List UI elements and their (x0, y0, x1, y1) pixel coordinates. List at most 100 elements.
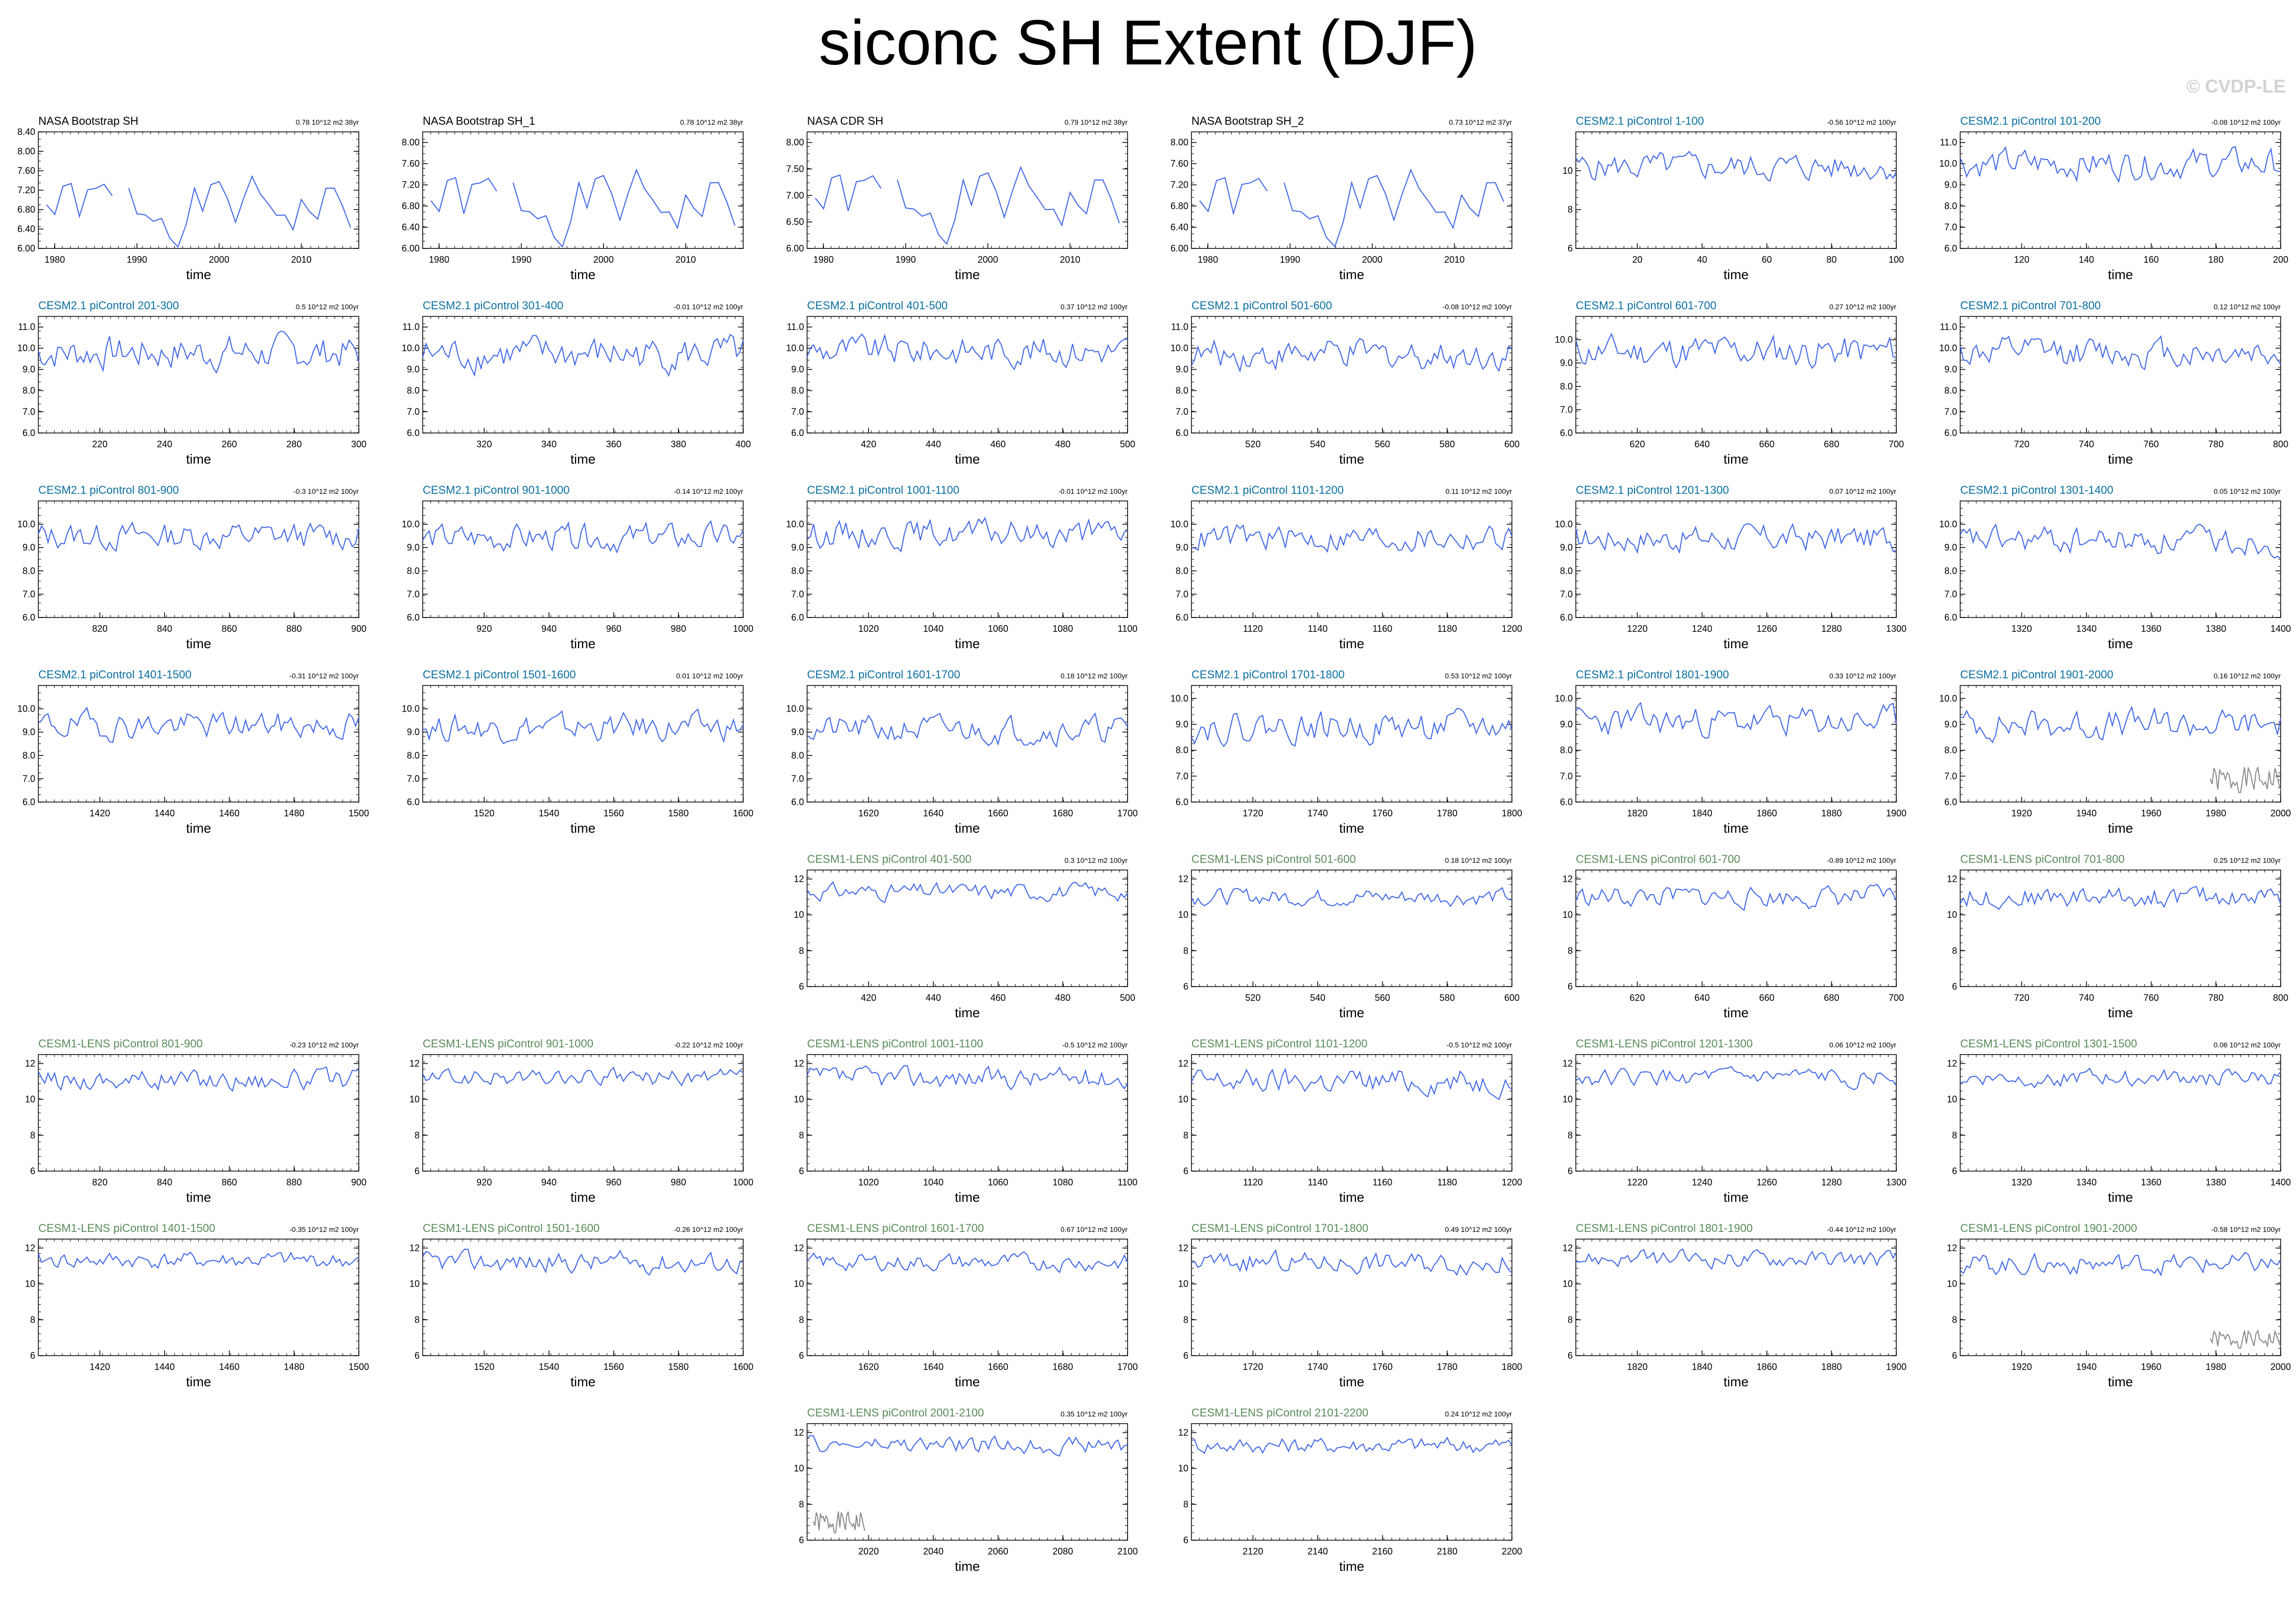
chart-panel: CESM2.1 piControl 201-300 0.5 10^12 m2 10… (17, 295, 387, 474)
x-tick-label: 1800 (1502, 1362, 1522, 1372)
series-line (422, 1067, 744, 1087)
series-line (807, 881, 1128, 904)
trend-label: -0.44 10^12 m2 100yr (1827, 1225, 1896, 1233)
panel-title: CESM1-LENS piControl 1101-1200 (1191, 1037, 1367, 1050)
x-tick-label: 1990 (1280, 255, 1300, 265)
trend-label: -0.08 10^12 m2 100yr (2211, 118, 2281, 126)
chart-panel: CESM2.1 piControl 601-700 0.27 10^12 m2 1… (1555, 295, 1924, 474)
trend-label: -0.35 10^12 m2 100yr (289, 1225, 359, 1233)
x-tick-label: 20 (1632, 255, 1642, 265)
y-tick-label: 8.0 (1176, 385, 1188, 396)
chart-panel: CESM1-LENS piControl 2101-2200 0.24 10^12… (1178, 1402, 1540, 1581)
panel-title: NASA Bootstrap SH (38, 115, 139, 127)
y-tick-label: 9.0 (1176, 719, 1188, 729)
x-axis-title: time (1339, 1559, 1364, 1574)
y-tick-label: 12 (1178, 1428, 1188, 1438)
y-tick-label: 6.0 (1944, 797, 1957, 807)
x-axis-title: time (955, 820, 980, 836)
y-tick-label: 6.0 (407, 612, 420, 623)
series-line (1191, 887, 1512, 907)
y-tick-label: 10.0 (402, 519, 420, 530)
x-tick-label: 740 (2079, 993, 2094, 1003)
x-tick-label: 600 (1504, 993, 1520, 1003)
plot-frame (1960, 870, 2281, 987)
obs-overlay-line (2210, 766, 2281, 793)
x-tick-label: 980 (671, 1177, 686, 1187)
y-tick-label: 10.0 (1555, 519, 1573, 530)
plot-frame (807, 500, 1128, 618)
y-tick-label: 7.0 (791, 407, 804, 417)
x-tick-label: 880 (286, 1177, 302, 1187)
x-tick-label: 1980 (44, 255, 65, 265)
trend-label: -0.5 10^12 m2 100yr (1062, 1041, 1128, 1049)
chart-svg: CESM2.1 piControl 1901-2000 0.16 10^12 m2… (1939, 668, 2291, 836)
x-tick-label: 300 (351, 439, 366, 449)
y-tick-label: 8 (1568, 1315, 1573, 1325)
x-axis-title: time (2108, 1005, 2133, 1020)
x-tick-label: 640 (1694, 993, 1710, 1003)
x-tick-label: 520 (1245, 439, 1260, 449)
y-tick-label: 7.0 (791, 589, 804, 599)
x-tick-label: 700 (1889, 993, 1904, 1003)
x-tick-label: 1320 (2011, 1177, 2032, 1187)
x-tick-label: 1320 (2011, 624, 2032, 634)
y-tick-label: 8.0 (407, 750, 420, 761)
x-tick-label: 2040 (923, 1546, 944, 1557)
x-axis-title: time (1724, 1190, 1749, 1205)
x-tick-label: 200 (2273, 255, 2288, 265)
series-line (422, 520, 744, 554)
minor-ticks (1575, 870, 1897, 987)
trend-label: -0.22 10^12 m2 100yr (674, 1041, 743, 1049)
watermark: © CVDP-LE (2186, 76, 2286, 97)
panel-title: CESM2.1 piControl 201-300 (38, 299, 179, 312)
y-tick-label: 7.20 (1170, 180, 1188, 190)
x-tick-label: 1080 (1052, 624, 1073, 634)
trend-label: -0.3 10^12 m2 100yr (293, 487, 359, 495)
x-tick-label: 620 (1629, 439, 1645, 449)
chart-svg: CESM2.1 piControl 1101-1200 0.11 10^12 m2… (1170, 484, 1522, 651)
panel-title: NASA CDR SH (807, 115, 883, 127)
chart-panel: CESM2.1 piControl 701-800 0.12 10^12 m2 1… (1939, 295, 2296, 474)
y-tick-label: 7.0 (1944, 589, 1957, 599)
minor-ticks (1191, 316, 1512, 433)
x-tick-label: 1040 (923, 1177, 944, 1187)
plot-frame (807, 316, 1128, 433)
minor-ticks (807, 1423, 1128, 1541)
x-tick-label: 440 (926, 993, 941, 1003)
panel-title: CESM1-LENS piControl 1401-1500 (38, 1222, 215, 1234)
chart-svg: CESM1-LENS piControl 701-800 0.25 10^12 m… (1947, 853, 2288, 1020)
x-tick-label: 940 (541, 1177, 557, 1187)
x-axis-title: time (570, 820, 595, 836)
trend-label: 0.01 10^12 m2 100yr (676, 672, 743, 680)
y-tick-label: 6.0 (1560, 428, 1573, 438)
x-tick-label: 1980 (2206, 808, 2226, 818)
chart-panel: CESM1-LENS piControl 1401-1500 -0.35 10^1… (25, 1218, 387, 1397)
y-tick-label: 10 (409, 1094, 420, 1105)
x-tick-label: 660 (1759, 439, 1775, 449)
x-tick-label: 1380 (2206, 624, 2226, 634)
y-tick-label: 12 (1178, 874, 1188, 884)
x-tick-label: 1780 (1437, 808, 1457, 818)
x-tick-label: 580 (1439, 993, 1455, 1003)
chart-svg: CESM2.1 piControl 901-1000 -0.14 10^12 m2… (402, 484, 753, 651)
plot-frame (1191, 316, 1512, 433)
x-tick-label: 2180 (1437, 1546, 1457, 1557)
y-tick-label: 6 (1183, 1535, 1188, 1545)
x-tick-label: 1880 (1821, 808, 1842, 818)
y-tick-label: 9.0 (407, 542, 420, 553)
y-tick-label: 9.0 (1944, 542, 1957, 553)
x-tick-label: 620 (1629, 993, 1645, 1003)
panel-title: CESM1-LENS piControl 1201-1300 (1576, 1037, 1753, 1050)
plot-frame (1960, 1239, 2281, 1356)
series-line (1191, 524, 1512, 553)
y-tick-label: 6.50 (786, 217, 804, 227)
minor-ticks (422, 1054, 744, 1172)
plot-frame (422, 685, 744, 803)
panel-title: CESM1-LENS piControl 801-900 (38, 1037, 203, 1050)
chart-panel: NASA Bootstrap SH_1 0.78 10^12 m2 38yr 198… (402, 110, 771, 289)
trend-label: 0.5 10^12 m2 100yr (296, 303, 359, 311)
series-line (897, 166, 1120, 245)
chart-svg: NASA Bootstrap SH 0.78 10^12 m2 38yr 1980 1… (17, 115, 359, 282)
trend-label: 0.78 10^12 m2 38yr (296, 118, 359, 126)
trend-label: 0.33 10^12 m2 100yr (1829, 672, 1896, 680)
